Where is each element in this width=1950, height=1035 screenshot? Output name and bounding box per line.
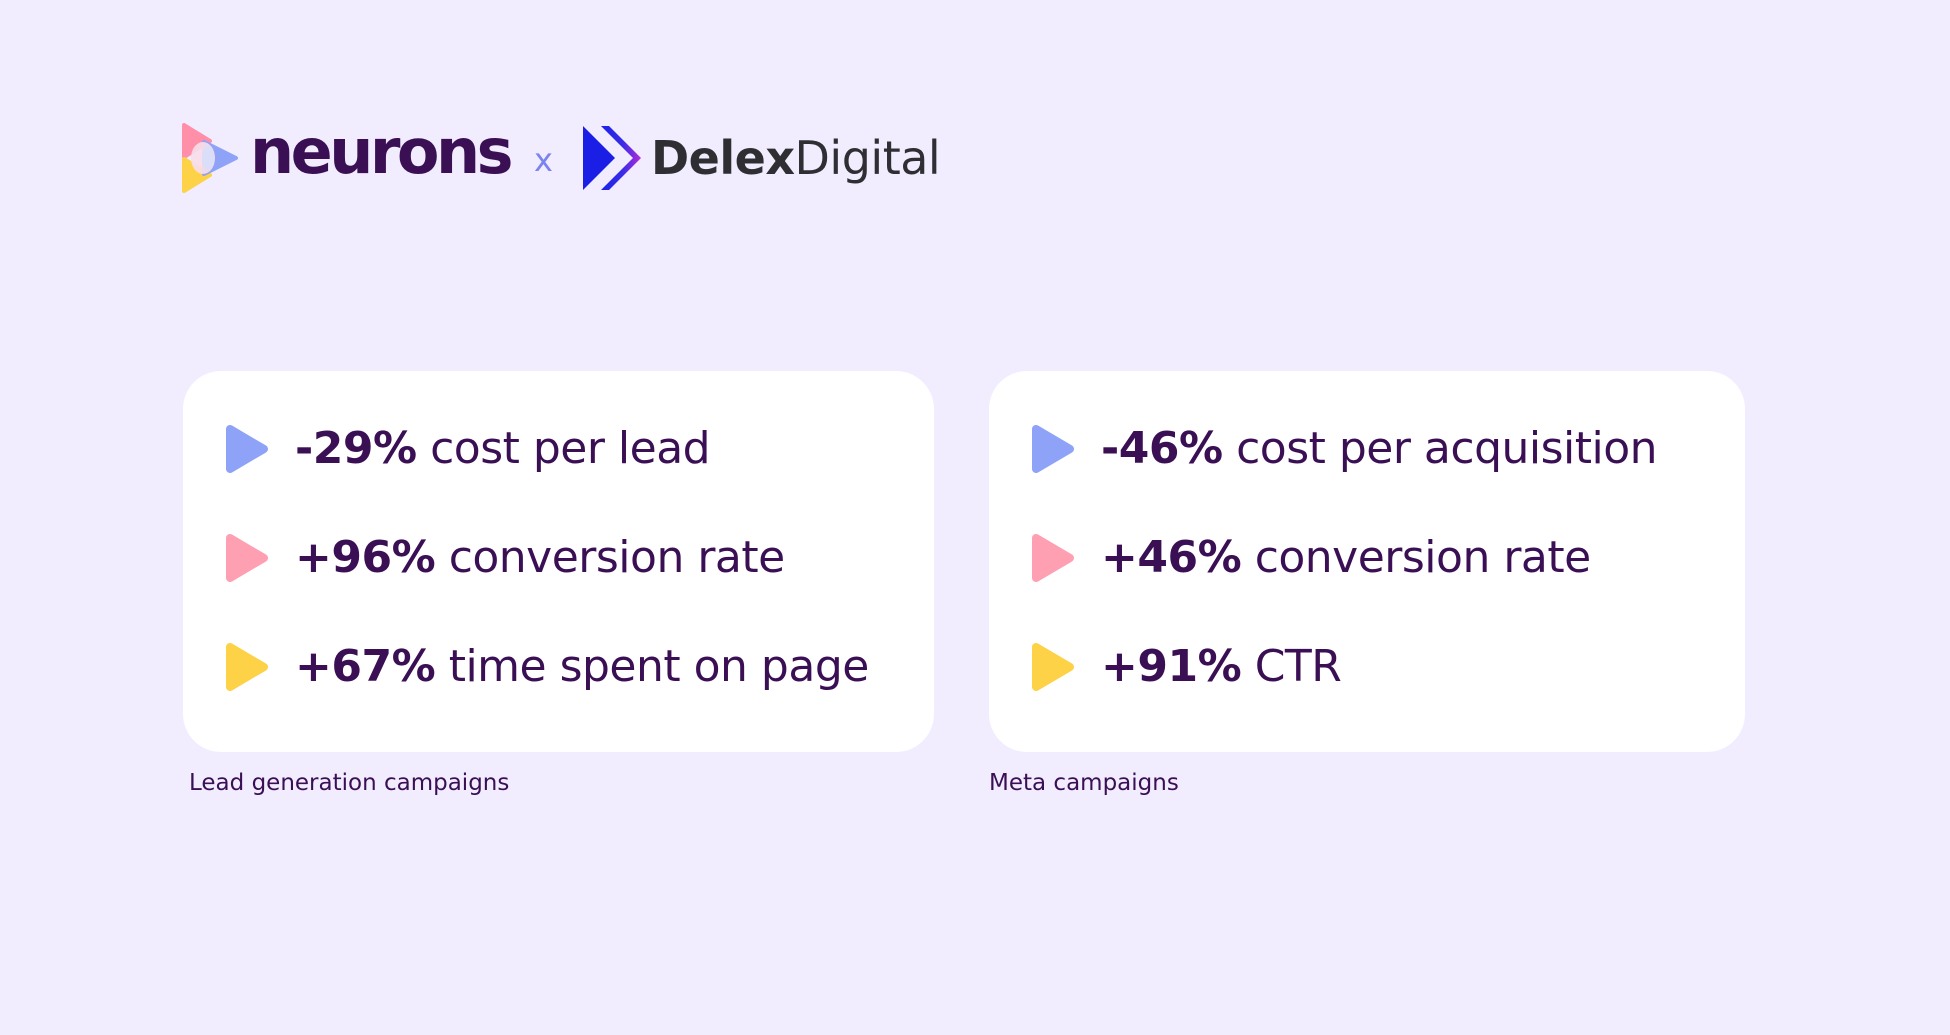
pink-play-triangle-icon [226, 534, 268, 582]
stat-label: cost per lead [430, 423, 711, 474]
blue-play-triangle-icon [226, 425, 268, 473]
stat-value: -46% [1101, 423, 1223, 474]
stat-text: +91% CTR [1101, 645, 1342, 689]
delex-digital-logo-icon [582, 126, 641, 190]
yellow-play-triangle-icon [226, 643, 268, 691]
stat-text: +46% conversion rate [1101, 536, 1591, 580]
stat-row: +46% conversion rate [989, 528, 1745, 588]
stat-value: +96% [295, 532, 436, 583]
neurons-logo-icon [182, 123, 238, 193]
delex-digital-wordmark: DelexDigital [651, 135, 941, 181]
logo-lockup: neurons x DelexDigital [180, 115, 941, 198]
stat-value: +91% [1101, 641, 1242, 692]
stat-text: -29% cost per lead [295, 427, 711, 471]
blue-play-triangle-icon [1032, 425, 1074, 473]
stat-value: +67% [295, 641, 436, 692]
stat-label: conversion rate [448, 532, 786, 583]
stat-label: conversion rate [1254, 532, 1592, 583]
stat-text: +96% conversion rate [295, 536, 785, 580]
stat-row: -29% cost per lead [183, 419, 934, 479]
stat-label: cost per acquisition [1236, 423, 1658, 474]
stat-row: +67% time spent on page [183, 637, 934, 697]
logo-separator: x [534, 141, 553, 179]
card-caption: Lead generation campaigns [189, 770, 510, 796]
stat-text: -46% cost per acquisition [1101, 427, 1658, 471]
stat-row: +91% CTR [989, 637, 1745, 697]
stat-row: +96% conversion rate [183, 528, 934, 588]
stat-label: time spent on page [448, 641, 870, 692]
stat-text: +67% time spent on page [295, 645, 869, 689]
meta-campaigns-results-card: -46% cost per acquisition +46% conversio… [989, 371, 1745, 752]
pink-play-triangle-icon [1032, 534, 1074, 582]
stat-label: CTR [1254, 641, 1342, 692]
stat-value: +46% [1101, 532, 1242, 583]
card-caption: Meta campaigns [989, 770, 1179, 796]
stat-value: -29% [295, 423, 417, 474]
stat-row: -46% cost per acquisition [989, 419, 1745, 479]
yellow-play-triangle-icon [1032, 643, 1074, 691]
lead-generation-results-card: -29% cost per lead +96% conversion rate … [183, 371, 934, 752]
delex-wordmark-bold: Delex [650, 131, 795, 185]
delex-wordmark-light: Digital [794, 131, 941, 185]
neurons-wordmark: neurons [250, 115, 514, 188]
